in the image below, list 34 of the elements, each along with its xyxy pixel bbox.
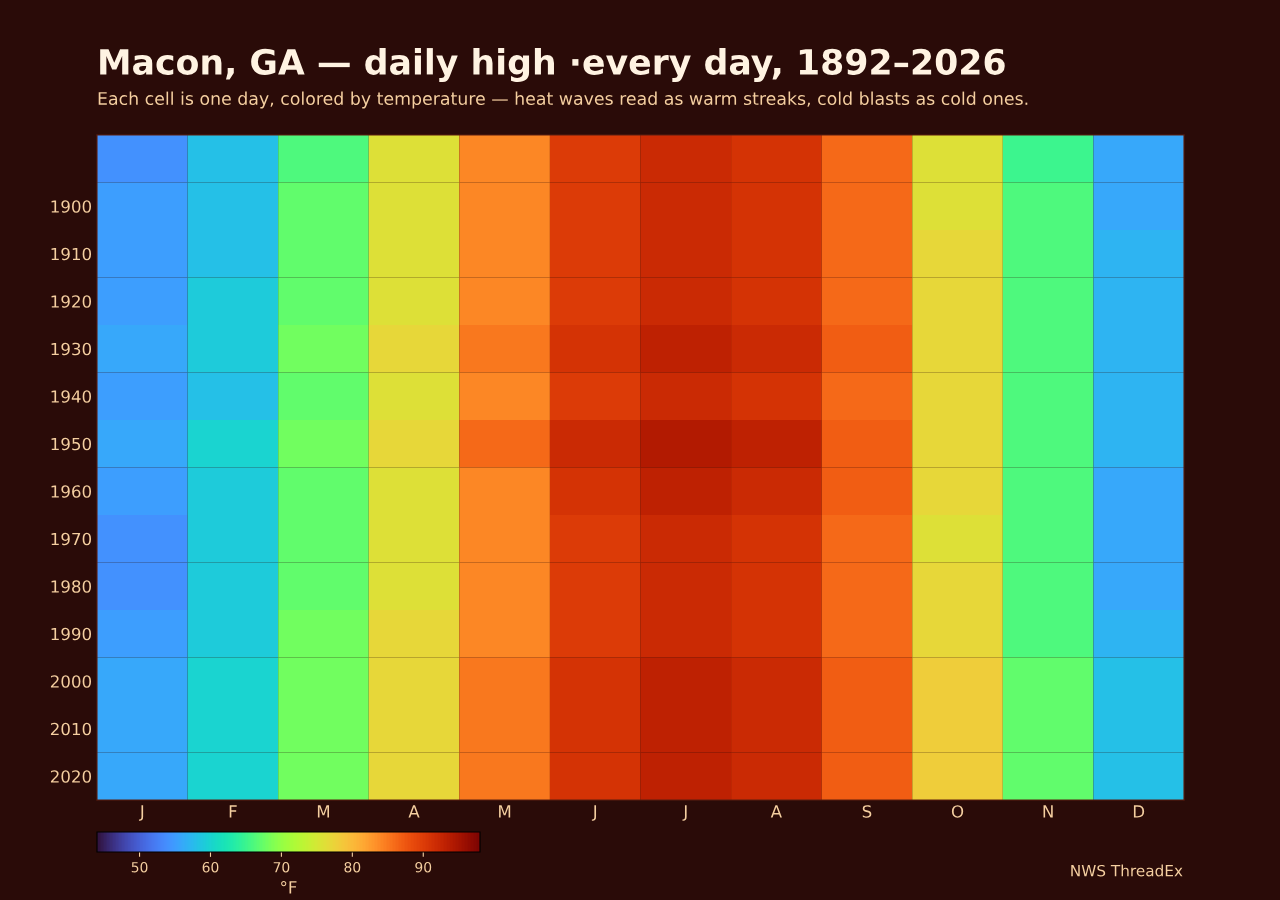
y-tick-label: 1990 [51,627,92,641]
y-tick-label: 2000 [50,675,92,688]
y-tick-label: 1970 [51,532,92,546]
x-tick-label: D [1133,805,1145,818]
x-tick-label: J [138,805,144,821]
y-tick-label: 1910 [51,247,92,261]
y-tick-label: 1900 [51,200,92,213]
color-bar-title: °F [281,881,297,894]
x-tick-label: S [862,805,872,818]
y-tick-label: 1960 [51,485,92,498]
y-tick-label: 1940 [51,390,92,403]
chart-subtitle: Each cell is one day, colored by temperature — heat waves read as warm streaks, cold blasts as cold ones. [98,91,1028,109]
y-tick-label: 1930 [51,342,92,356]
x-tick-label: A [408,805,420,818]
y-tick-label: 2020 [50,770,92,783]
x-tick-label: F [229,805,237,818]
y-tick-label: 1980 [51,580,92,593]
x-tick-label: M [499,805,511,818]
chart-title: Macon, GA — daily high ·every day, 1892–2026 [100,48,1005,82]
color-bar-label: 70 [273,861,290,873]
color-bar-label: 60 [202,861,219,873]
x-tick-label: O [951,805,964,818]
y-tick-label: 2010 [50,722,92,736]
y-tick-label: 1950 [51,437,92,451]
x-tick-label: N [1043,805,1053,818]
y-tick-label: 1920 [51,295,92,308]
x-tick-label: M [317,805,330,818]
x-tick-label: A [770,805,782,818]
x-tick-label: J [682,805,687,821]
color-bar-label: 90 [415,861,432,873]
text: NWS ThreadEx [1071,864,1183,877]
x-tick-label: J [591,805,597,821]
color-bar-label: 80 [344,861,361,873]
color-bar-label: 50 [131,861,148,873]
